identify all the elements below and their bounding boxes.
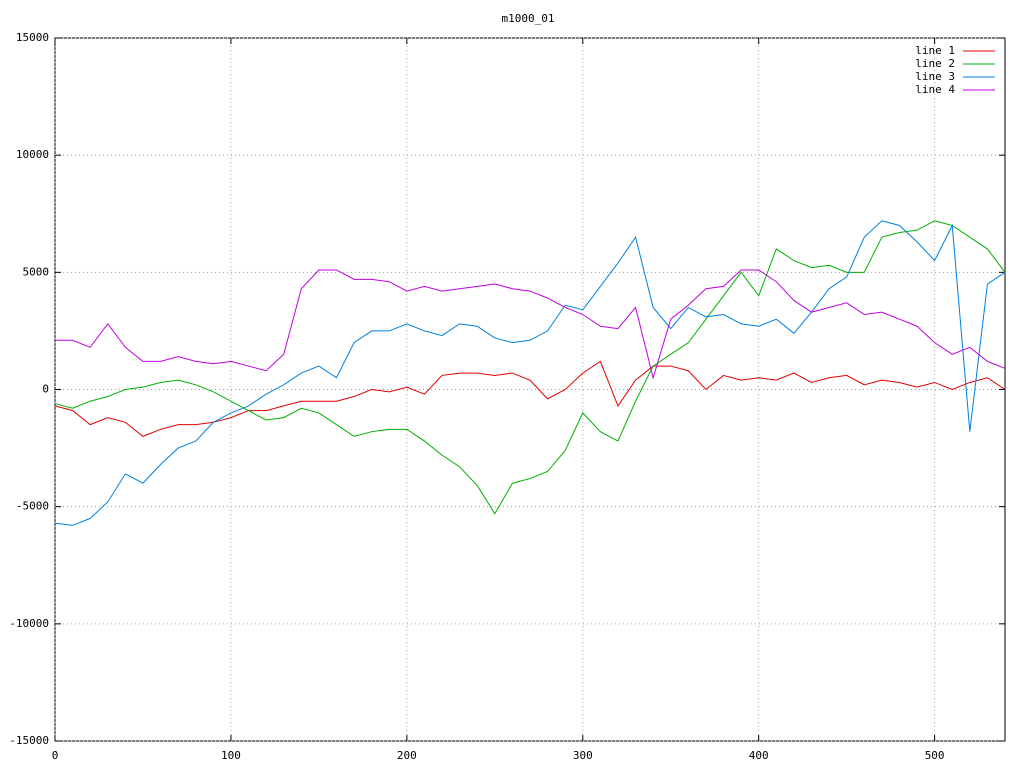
series-line [54, 220, 1006, 515]
y-tick-label: 0 [42, 383, 49, 396]
chart-title: m1000_01 [502, 12, 555, 25]
y-tick-label: 15000 [16, 31, 49, 44]
legend-label: line 4 [915, 83, 955, 96]
y-tick-label: 10000 [16, 148, 49, 161]
x-tick-label: 100 [221, 749, 241, 762]
x-tick-label: 300 [573, 749, 593, 762]
legend-label: line 2 [915, 57, 955, 70]
y-tick-label: 5000 [23, 265, 50, 278]
legend-label: line 1 [915, 44, 955, 57]
legend-label: line 3 [915, 70, 955, 83]
x-tick-label: 200 [397, 749, 417, 762]
x-tick-label: 500 [925, 749, 945, 762]
series-line [54, 220, 1006, 526]
plot-frame [54, 37, 1006, 742]
series-line [54, 360, 1006, 437]
x-tick-label: 0 [52, 749, 59, 762]
series-line [55, 269, 1006, 380]
y-tick-label: -10000 [9, 617, 49, 630]
y-tick-label: -5000 [16, 500, 49, 513]
x-tick-label: 400 [749, 749, 769, 762]
y-tick-label: -15000 [9, 734, 49, 747]
